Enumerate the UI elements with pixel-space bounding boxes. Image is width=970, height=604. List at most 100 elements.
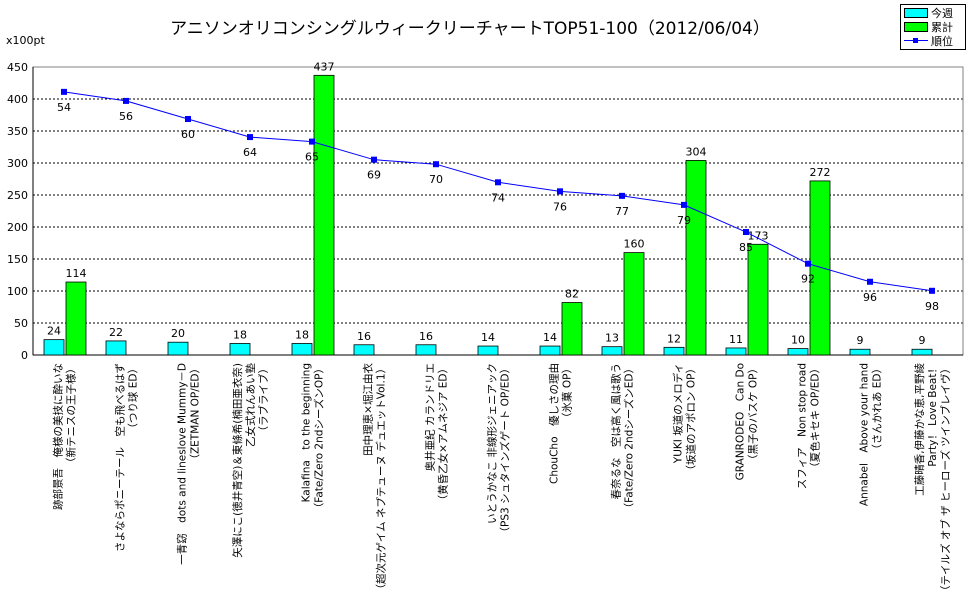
x-tick-label: （ZETMAN OP/ED） xyxy=(190,363,202,465)
bar-cumulative xyxy=(747,243,769,356)
x-tick-label: 乙女式れんあい塾 xyxy=(244,363,257,447)
rank-point xyxy=(185,115,191,122)
x-tick-label: Party！ Love Beat！ xyxy=(927,363,939,467)
data-label-rank: 74 xyxy=(491,191,505,204)
bar-weekly xyxy=(849,348,871,356)
chart-title: アニソンオリコンシングルウィークリーチャートTOP51-100（2012/06/… xyxy=(170,19,770,39)
x-tick-label: （坂道のアポロン OP） xyxy=(685,363,698,475)
bar-cumulative xyxy=(561,302,583,356)
x-tick-label: （超次元ゲイム ネプテューヌ デュエットVol.1） xyxy=(375,363,388,594)
x-tick-label: 春奈るな 空は高く風は歌う xyxy=(610,363,623,500)
bar-weekly xyxy=(911,348,933,356)
data-label-weekly: 16 xyxy=(419,330,433,343)
x-tick-label: （テイルズ オブ ザ ヒーローズ ツインブレイヴ） xyxy=(939,363,952,596)
rank-point xyxy=(371,156,377,163)
legend-item-cumulative: 累計 xyxy=(901,20,965,34)
x-tick-label: 跡部景吾 俺様の美技に酔いな xyxy=(52,363,65,510)
data-label-weekly: 13 xyxy=(605,332,619,345)
y-tick-label: 100 xyxy=(7,285,28,298)
bar-weekly xyxy=(601,346,623,356)
x-tick-label: Annabel Above your hand xyxy=(859,363,871,506)
x-tick-label: （ラブライブ） xyxy=(257,363,270,437)
data-label-weekly: 14 xyxy=(543,331,557,344)
data-label-weekly: 9 xyxy=(919,334,926,347)
x-tick-label: （黒子のバスケ OP） xyxy=(748,363,760,465)
data-label-rank: 79 xyxy=(677,214,691,227)
data-label-weekly: 18 xyxy=(233,328,247,341)
rank-point xyxy=(247,134,253,141)
x-tick-label: （Fate/Zero 2ndシーズンOP） xyxy=(313,363,326,513)
rank-point xyxy=(929,287,935,294)
bar-weekly xyxy=(539,345,561,356)
x-tick-label: ChouCho 優しさの理由 xyxy=(548,363,561,484)
bar-cumulative xyxy=(809,180,831,356)
data-label-cumulative: 304 xyxy=(686,145,707,158)
data-label-rank: 56 xyxy=(119,110,133,123)
bar-weekly xyxy=(353,344,375,356)
bar-weekly xyxy=(415,344,437,356)
bar-weekly xyxy=(167,341,189,356)
data-label-rank: 64 xyxy=(243,146,257,159)
y-tick-label: 150 xyxy=(7,253,28,266)
bar-weekly xyxy=(663,346,685,356)
y-tick-label: 450 xyxy=(7,61,28,74)
x-tick-label: さよならポニーテール 空も飛べるはず xyxy=(114,363,127,552)
data-label-cumulative: 272 xyxy=(810,166,831,179)
data-label-weekly: 9 xyxy=(857,334,864,347)
rank-point xyxy=(495,179,501,186)
data-label-weekly: 11 xyxy=(729,333,743,346)
bar-weekly xyxy=(725,347,747,356)
data-label-rank: 77 xyxy=(615,205,629,218)
data-label-weekly: 14 xyxy=(481,331,495,344)
data-label-weekly: 18 xyxy=(295,328,309,341)
bar-cumulative xyxy=(65,281,87,356)
bar-weekly xyxy=(291,343,313,356)
x-tick-label: スフィア Non stop road xyxy=(797,363,809,489)
y-tick-label: 250 xyxy=(7,189,28,202)
data-label-rank: 85 xyxy=(739,241,753,254)
x-tick-label: （つり球 ED） xyxy=(127,363,140,434)
rank-point xyxy=(123,97,129,104)
data-label-cumulative: 173 xyxy=(748,229,769,242)
data-label-weekly: 20 xyxy=(171,327,185,340)
data-label-rank: 70 xyxy=(429,173,443,186)
rank-point xyxy=(867,278,873,285)
x-tick-label: 田中理恵×堀江由衣 xyxy=(362,363,375,456)
bar-weekly xyxy=(787,348,809,356)
x-tick-label: 一青窈 dots and lineslove Mummy－D xyxy=(176,363,189,565)
rank-point xyxy=(805,260,811,267)
x-tick-label: 奥井亜紀 カランドリエ xyxy=(424,363,437,471)
data-label-rank: 54 xyxy=(57,101,71,114)
legend-label-cumulative: 累計 xyxy=(931,21,953,34)
bar-weekly xyxy=(477,345,499,356)
x-tick-label: Kalafina to the beginning xyxy=(301,363,313,502)
x-tick-label: （氷菓 OP） xyxy=(561,363,574,423)
y-tick-label: 350 xyxy=(7,125,28,138)
rank-point xyxy=(743,229,749,236)
data-label-rank: 92 xyxy=(801,273,815,286)
rank-point xyxy=(619,192,625,199)
bar-cumulative xyxy=(623,252,645,356)
data-label-rank: 96 xyxy=(863,291,877,304)
x-tick-label: 工藤晴香,伊藤かな恵,平野綾 xyxy=(913,363,926,496)
legend-item-rank: 順位 xyxy=(901,34,965,48)
data-label-cumulative: 114 xyxy=(66,267,87,280)
data-label-rank: 98 xyxy=(925,300,939,313)
legend-swatch-rank xyxy=(904,37,928,45)
legend-swatch-cumulative xyxy=(904,22,928,32)
bar-cumulative xyxy=(313,74,335,356)
data-label-cumulative: 160 xyxy=(624,238,645,251)
y-axis-unit-label: x100pt xyxy=(6,34,45,47)
data-label-rank: 65 xyxy=(305,151,319,164)
x-tick-label: GRANRODEO Can Do xyxy=(735,363,747,480)
legend-label-weekly: 今週 xyxy=(931,7,953,20)
x-tick-label: （PS3 シュタインズゲート OP/ED） xyxy=(499,363,512,538)
y-tick-label: 400 xyxy=(7,93,28,106)
bar-weekly xyxy=(229,343,251,356)
x-tick-label: いとうかなこ 非線形ジェニアック xyxy=(486,363,499,524)
data-label-cumulative: 82 xyxy=(565,288,579,301)
x-tick-label: （Fate/Zero 2ndシーズンED） xyxy=(623,363,636,513)
data-label-weekly: 22 xyxy=(109,326,123,339)
y-tick-label: 300 xyxy=(7,157,28,170)
